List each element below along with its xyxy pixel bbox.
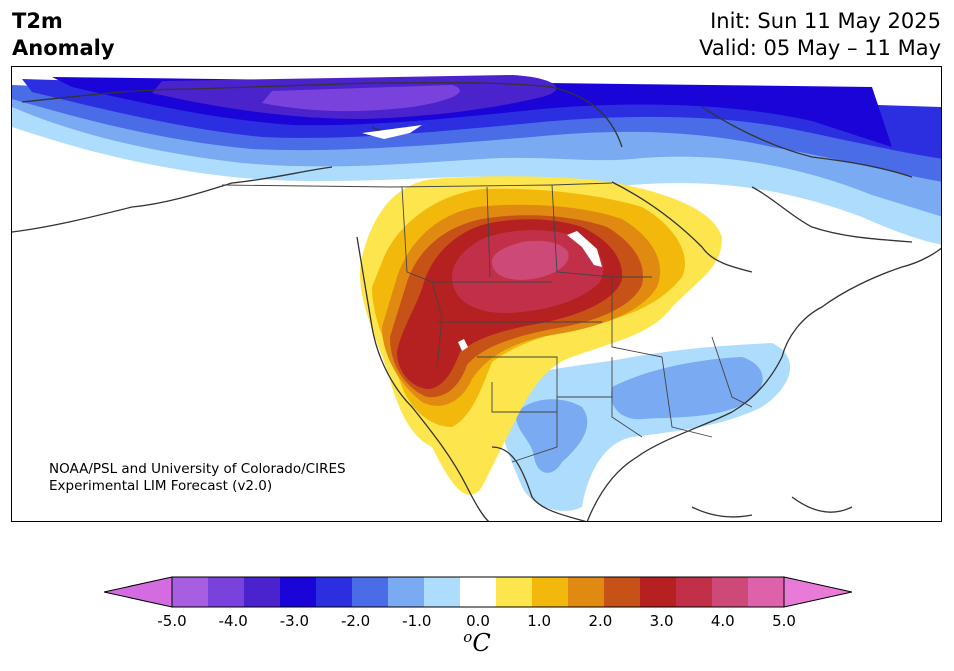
init-date: Init: Sun 11 May 2025 (710, 9, 941, 33)
colorbar-tick-label: 3.0 (649, 612, 674, 630)
unit-text: C (472, 629, 491, 657)
colorbar-segment (280, 577, 317, 607)
title-anomaly: Anomaly (12, 36, 115, 60)
state-borders (221, 182, 753, 463)
title-variable: T2m (12, 9, 63, 33)
colorbar-segment (640, 577, 677, 607)
colorbar-segment (388, 577, 425, 607)
colorbar-tick-label: 1.0 (527, 612, 552, 630)
colorbar-segment (352, 577, 389, 607)
great-salt-lake (458, 339, 468, 351)
colorbar-segment (172, 577, 209, 607)
coastlines (12, 82, 941, 521)
colorbar-tick-label: -2.0 (340, 612, 371, 630)
valid-range: Valid: 05 May – 11 May (699, 36, 941, 60)
lake-winnipeg (567, 231, 602, 267)
colorbar-tick-label: -4.0 (218, 612, 248, 630)
unit-superscript: o (463, 628, 473, 646)
anomaly-region-pos3-5 (492, 240, 569, 280)
colorbar-segment (748, 577, 785, 607)
colorbar-tick-label: 0.0 (466, 612, 490, 630)
colorbar-segment (532, 577, 569, 607)
colorbar-tick-label: -3.0 (279, 612, 310, 630)
colorbar-segment (208, 577, 245, 607)
unit-label: oC (440, 628, 514, 657)
colorbar-over-extension (783, 576, 852, 608)
anomaly-region-neg4 (262, 85, 460, 112)
colorbar-under-extension (104, 576, 173, 608)
credit-line2: Experimental LIM Forecast (v2.0) (49, 478, 273, 494)
colorbar-tick-label: -1.0 (402, 612, 432, 630)
anomaly-region-neg1-5-southeast (611, 357, 763, 420)
colorbar-segment (604, 577, 641, 607)
colorbar-tick-label: 2.0 (588, 612, 613, 630)
colorbar-segment (460, 577, 497, 607)
title-right: Init: Sun 11 May 2025 Valid: 05 May – 11… (699, 8, 941, 62)
colorbar-tick-label: 5.0 (772, 612, 796, 630)
colorbar-tick-label: -5.0 (157, 612, 187, 630)
colorbar-segment (496, 577, 533, 607)
colorbar-outline (171, 576, 785, 608)
colorbar (104, 576, 852, 608)
colorbar-tick-label: 4.0 (710, 612, 735, 630)
colorbar-segment (244, 577, 281, 607)
credit-line1: NOAA/PSL and University of Colorado/CIRE… (49, 461, 346, 477)
credit: NOAA/PSL and University of Colorado/CIRE… (49, 461, 346, 495)
colorbar-segment (316, 577, 353, 607)
map-frame (11, 66, 942, 522)
colorbar-segment (676, 577, 713, 607)
anomaly-map (12, 75, 941, 521)
colorbar-segment (712, 577, 749, 607)
great-slave-lake (362, 125, 422, 139)
colorbar-segment (424, 577, 461, 607)
title-left: T2m Anomaly (12, 8, 115, 62)
colorbar-segment (568, 577, 605, 607)
